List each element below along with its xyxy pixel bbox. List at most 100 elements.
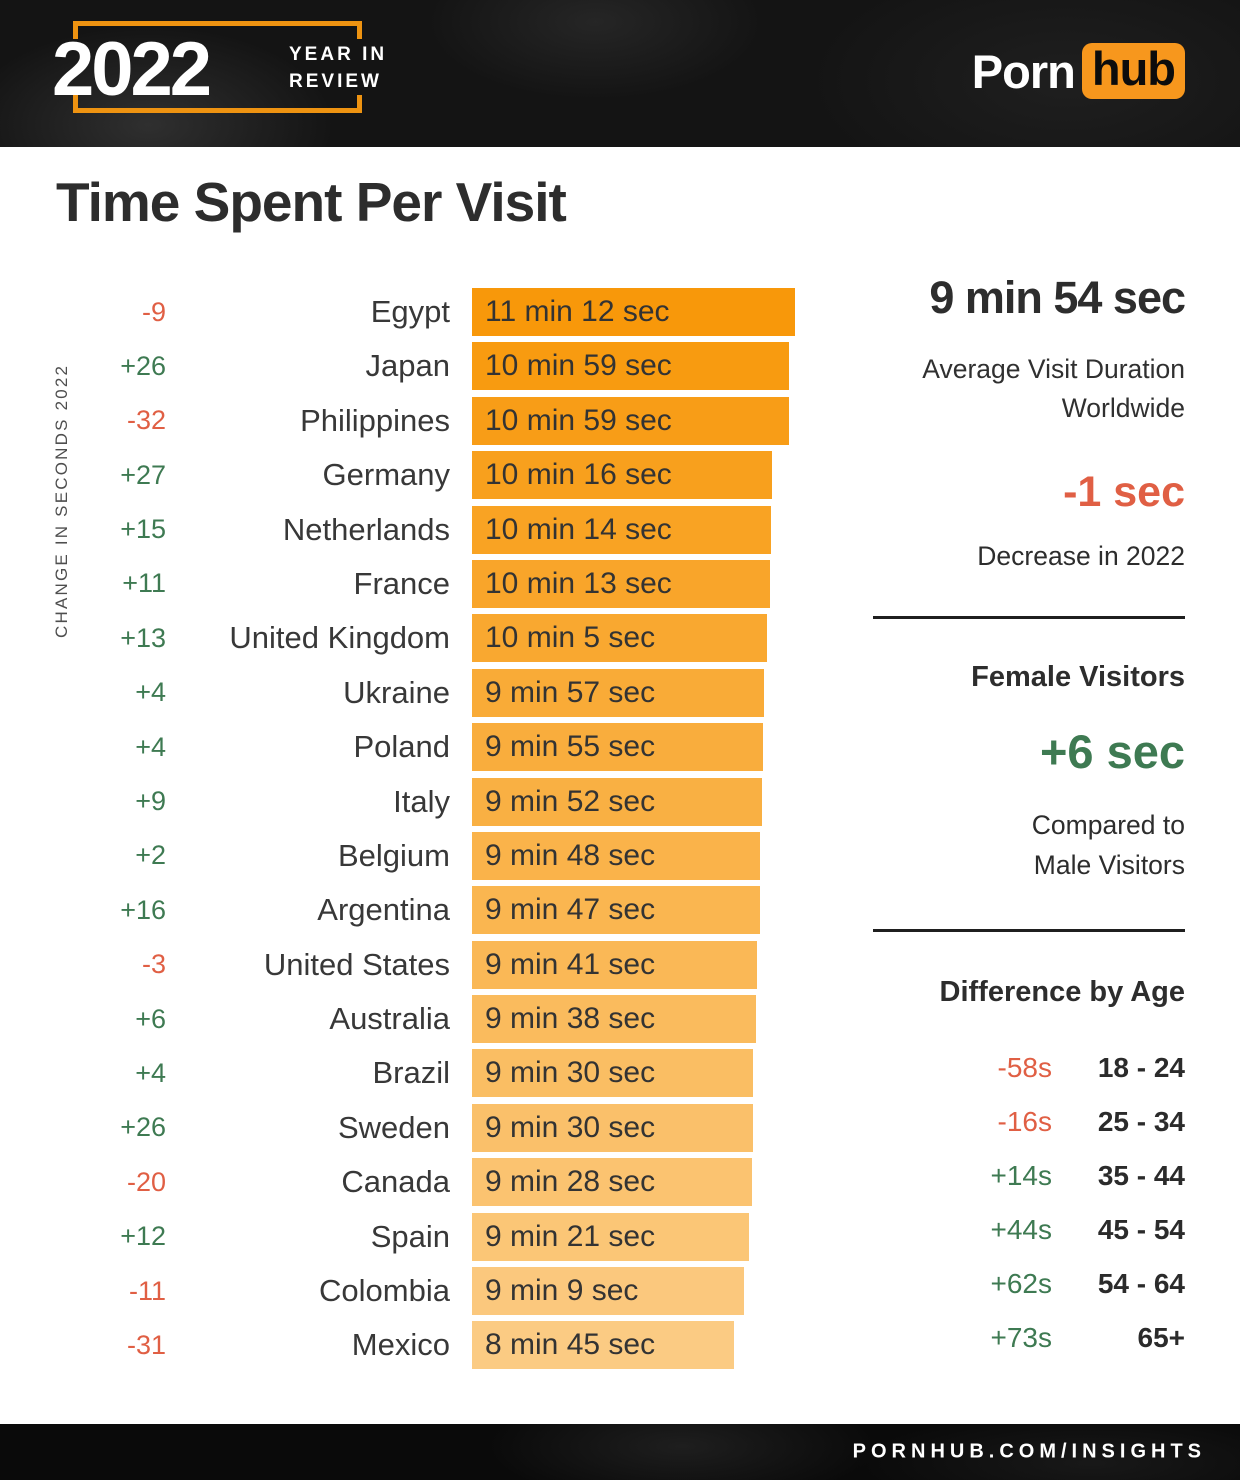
duration-bar: 10 min 59 sec	[472, 342, 789, 391]
duration-label: 9 min 41 sec	[485, 947, 656, 981]
duration-bar: 8 min 45 sec	[472, 1321, 734, 1370]
duration-label: 9 min 28 sec	[485, 1165, 656, 1199]
duration-label: 9 min 9 sec	[485, 1274, 639, 1308]
country-label: Netherlands	[282, 511, 450, 547]
duration-bar: 10 min 5 sec	[472, 614, 767, 663]
change-value: +15	[120, 514, 166, 545]
country-label: Spain	[370, 1218, 450, 1254]
country-label: France	[353, 565, 450, 601]
duration-bar: 9 min 41 sec	[472, 940, 757, 989]
duration-bar: 10 min 16 sec	[472, 451, 772, 500]
country-label: Philippines	[300, 402, 450, 438]
country-label: Ukraine	[343, 674, 450, 710]
year-frame-decoration	[73, 21, 362, 113]
age-change-value: -58s	[997, 1052, 1052, 1083]
average-duration-label: Average Visit Duration Worldwide	[922, 354, 1185, 423]
country-label: Canada	[341, 1164, 450, 1200]
chart-row: +9 Italy 9 min 52 sec	[0, 777, 855, 826]
pornhub-logo: Porn hub	[972, 42, 1185, 100]
duration-label: 10 min 16 sec	[485, 458, 672, 492]
age-change-value: +14s	[990, 1160, 1053, 1191]
chart-row: -31 Mexico 8 min 45 sec	[0, 1321, 855, 1370]
change-value: +9	[135, 786, 166, 817]
change-value: +13	[120, 622, 166, 653]
country-label: Belgium	[338, 837, 450, 873]
age-rows: -58s 18 - 24 -16s 25 - 34 +14s 35 - 44 +…	[855, 1041, 1186, 1365]
duration-bar: 11 min 12 sec	[472, 288, 795, 336]
country-label: Brazil	[372, 1055, 450, 1091]
chart-row: +13 United Kingdom 10 min 5 sec	[0, 614, 855, 663]
female-visitors-value: +6 sec	[1039, 725, 1185, 778]
divider	[873, 929, 1185, 932]
duration-label: 8 min 45 sec	[485, 1328, 656, 1362]
change-value: +26	[120, 350, 166, 381]
change-value: +16	[120, 894, 166, 925]
age-row: +73s 65+	[855, 1311, 1186, 1365]
chart-row: +4 Ukraine 9 min 57 sec	[0, 668, 855, 717]
age-range-label: 45 - 54	[1097, 1214, 1185, 1245]
duration-label: 9 min 57 sec	[485, 675, 656, 709]
duration-bar: 9 min 57 sec	[472, 668, 764, 717]
change-value: +27	[120, 459, 166, 490]
chart-row: +16 Argentina 9 min 47 sec	[0, 886, 855, 935]
duration-label: 10 min 13 sec	[485, 566, 672, 600]
change-value: -3	[141, 949, 166, 980]
chart-row: +26 Sweden 9 min 30 sec	[0, 1103, 855, 1152]
change-value: +12	[120, 1221, 166, 1252]
duration-bar: 10 min 13 sec	[472, 559, 770, 608]
country-label: Italy	[393, 783, 450, 819]
country-label: United Kingdom	[229, 620, 450, 656]
chart-row: +4 Poland 9 min 55 sec	[0, 723, 855, 772]
age-change-value: -16s	[997, 1106, 1052, 1137]
duration-label: 10 min 59 sec	[485, 349, 672, 383]
chart-row: +26 Japan 10 min 59 sec	[0, 342, 855, 391]
stats-sidebar: 9 min 54 sec Average Visit Duration Worl…	[855, 272, 1186, 1365]
chart-row: +27 Germany 10 min 16 sec	[0, 451, 855, 500]
age-range-label: 25 - 34	[1097, 1106, 1185, 1137]
change-value: +2	[135, 840, 166, 871]
bar-chart: -9 Egypt 11 min 12 sec +26 Japan 10 min …	[0, 288, 855, 1376]
duration-label: 9 min 30 sec	[485, 1110, 656, 1144]
female-visitors-label: Compared to Male Visitors	[1031, 810, 1185, 880]
decrease-value: -1 sec	[1063, 468, 1185, 516]
country-label: Poland	[353, 729, 450, 765]
duration-label: 10 min 5 sec	[485, 621, 656, 655]
age-range-label: 35 - 44	[1097, 1160, 1185, 1191]
year-in-review-label: YEAR IN REVIEW	[289, 44, 388, 92]
change-value: -20	[126, 1166, 166, 1197]
age-range-label: 65+	[1137, 1322, 1186, 1353]
country-label: Egypt	[370, 294, 450, 329]
duration-label: 9 min 38 sec	[485, 1002, 656, 1036]
change-value: -9	[141, 296, 166, 327]
insights-url: PORNHUB.COM/INSIGHTS	[852, 1440, 1206, 1463]
duration-bar: 10 min 14 sec	[472, 505, 771, 554]
footer-banner: PORNHUB.COM/INSIGHTS	[0, 1424, 1240, 1480]
chart-row: +2 Belgium 9 min 48 sec	[0, 831, 855, 880]
country-label: Mexico	[351, 1327, 450, 1363]
country-label: Germany	[322, 457, 450, 493]
chart-row: +12 Spain 9 min 21 sec	[0, 1212, 855, 1261]
duration-label: 9 min 52 sec	[485, 784, 656, 818]
chart-row: -9 Egypt 11 min 12 sec	[0, 288, 855, 336]
change-value: +4	[135, 1057, 166, 1088]
age-row: +14s 35 - 44	[855, 1149, 1186, 1203]
chart-row: +11 France 10 min 13 sec	[0, 559, 855, 608]
female-visitors-title: Female Visitors	[971, 661, 1185, 693]
average-duration-value: 9 min 54 sec	[929, 272, 1186, 323]
change-value: +11	[122, 568, 166, 599]
chart-row: -3 United States 9 min 41 sec	[0, 940, 855, 989]
country-label: United States	[263, 946, 450, 982]
brand-text-hub: hub	[1081, 42, 1185, 100]
chart-rows: -9 Egypt 11 min 12 sec +26 Japan 10 min …	[0, 288, 855, 1370]
change-value: +4	[135, 731, 166, 762]
country-label: Colombia	[319, 1273, 450, 1309]
duration-bar: 10 min 59 sec	[472, 396, 789, 445]
duration-label: 11 min 12 sec	[485, 295, 670, 328]
decrease-label: Decrease in 2022	[977, 541, 1185, 571]
duration-bar: 9 min 28 sec	[472, 1158, 752, 1207]
duration-label: 9 min 48 sec	[485, 838, 656, 872]
duration-bar: 9 min 47 sec	[472, 886, 760, 935]
chart-row: -11 Colombia 9 min 9 sec	[0, 1267, 855, 1316]
change-value: -32	[126, 405, 166, 436]
duration-bar: 9 min 30 sec	[472, 1049, 753, 1098]
